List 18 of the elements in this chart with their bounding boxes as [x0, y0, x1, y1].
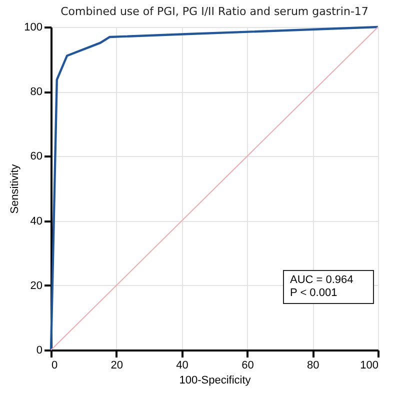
x-tick-label: 100: [360, 360, 378, 372]
x-tick-label: 80: [306, 360, 320, 372]
y-tick-label: 80: [30, 86, 42, 98]
y-tick-label: 20: [30, 280, 42, 292]
chart-title: Combined use of PGI, PG I/II Ratio and serum gastrin-17: [60, 5, 368, 18]
x-tick-label: 0: [52, 360, 58, 372]
x-tick-label: 20: [110, 360, 124, 372]
x-tick-label: 60: [242, 360, 254, 372]
x-axis-title: 100-Specificity: [179, 374, 252, 386]
x-tick-label: 40: [176, 360, 188, 372]
annotation: AUC = 0.964: [290, 274, 354, 287]
y-tick-label: 0: [36, 344, 42, 356]
annotation-box: AUC = 0.964 P < 0.001: [283, 270, 374, 304]
y-tick-label: 40: [30, 215, 42, 228]
annotation: P < 0.001: [290, 287, 338, 300]
y-tick-label: 100: [24, 22, 42, 34]
y-tick-label: 60: [30, 150, 42, 163]
y-axis-title: Sensitivity: [9, 164, 22, 214]
